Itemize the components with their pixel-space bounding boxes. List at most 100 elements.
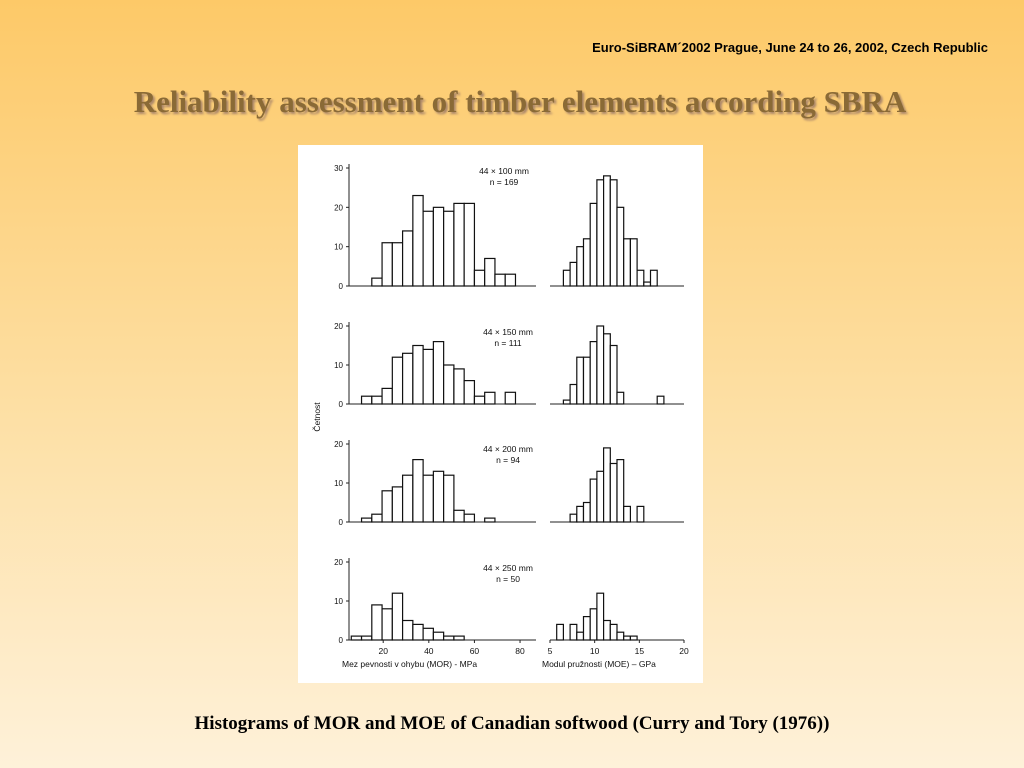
mor-bar xyxy=(453,368,465,405)
mor-bar xyxy=(360,395,373,405)
mor-bar xyxy=(453,635,465,641)
y-tick-label: 0 xyxy=(339,282,344,291)
conference-header: Euro-SiBRAM´2002 Prague, June 24 to 26, … xyxy=(592,40,988,55)
y-axis-title: Četnost xyxy=(312,402,322,432)
moe-bar xyxy=(636,269,645,287)
mor-bar xyxy=(432,206,445,287)
mor-bar xyxy=(463,513,476,523)
mor-bar xyxy=(473,269,486,287)
mor-bar xyxy=(401,352,414,405)
n-label: n = 50 xyxy=(496,574,520,584)
mor-bar xyxy=(504,273,517,287)
mor-bar xyxy=(401,230,414,287)
mor-bar xyxy=(463,380,476,405)
moe-bar xyxy=(609,462,618,523)
mor-bar xyxy=(391,592,404,641)
mor-bar xyxy=(443,635,455,641)
moe-bar xyxy=(589,608,598,641)
moe-bar xyxy=(596,592,605,641)
mor-bar xyxy=(391,356,404,405)
moe-x-tick-label: 10 xyxy=(590,646,600,656)
mor-x-tick-label: 60 xyxy=(470,646,480,656)
moe-bar xyxy=(603,619,611,641)
mor-bar xyxy=(453,202,465,287)
moe-bar xyxy=(569,623,578,641)
mor-bar xyxy=(484,391,496,405)
mor-bar xyxy=(412,623,424,641)
moe-bar xyxy=(603,175,611,287)
moe-bar xyxy=(562,269,571,287)
mor-bar xyxy=(371,277,383,287)
moe-bar xyxy=(609,623,618,641)
mor-bar xyxy=(381,387,393,405)
mor-bar xyxy=(453,509,465,523)
moe-bar xyxy=(616,206,625,287)
moe-bar xyxy=(596,179,605,287)
figure-caption: Histograms of MOR and MOE of Canadian so… xyxy=(194,713,830,734)
mor-bar xyxy=(432,631,445,641)
moe-bar xyxy=(623,635,632,641)
moe-bar xyxy=(629,635,638,641)
mor-bar xyxy=(381,242,393,287)
moe-x-tick-label: 20 xyxy=(679,646,689,656)
moe-x-tick-label: 5 xyxy=(548,646,553,656)
mor-bar xyxy=(371,604,383,641)
y-tick-label: 0 xyxy=(339,636,344,645)
mor-bar xyxy=(391,486,404,523)
mor-bar xyxy=(381,608,393,641)
size-label: 44 × 150 mm xyxy=(483,327,533,337)
moe-bar xyxy=(603,447,611,523)
moe-bar xyxy=(643,281,652,287)
mor-x-tick-label: 20 xyxy=(378,646,388,656)
mor-bar xyxy=(422,627,434,641)
mor-bar xyxy=(401,474,414,523)
y-tick-label: 10 xyxy=(334,361,343,370)
y-tick-label: 10 xyxy=(334,479,343,488)
moe-bar xyxy=(623,238,632,287)
moe-bar xyxy=(582,238,591,287)
mor-bar xyxy=(381,490,393,523)
mor-bar xyxy=(422,474,434,523)
mor-bar xyxy=(371,513,383,523)
mor-bar xyxy=(443,210,455,287)
y-tick-label: 20 xyxy=(334,558,343,567)
moe-bar xyxy=(609,344,618,405)
moe-axis-title: Modul pružnosti (MOE) – GPa xyxy=(542,659,656,669)
mor-bar xyxy=(422,348,434,405)
mor-bar xyxy=(360,635,373,641)
mor-bar xyxy=(504,391,517,405)
mor-x-tick-label: 80 xyxy=(515,646,525,656)
moe-bar xyxy=(629,238,638,287)
n-label: n = 94 xyxy=(496,455,520,465)
mor-bar xyxy=(371,395,383,405)
mor-bar xyxy=(412,194,424,287)
mor-bar xyxy=(443,364,455,405)
moe-bar xyxy=(656,395,665,405)
histogram-figure: 0 10 20 30 44 × 100 mm n = 169 0 10 20 44 × 150 m… xyxy=(298,145,703,683)
size-label: 44 × 250 mm xyxy=(483,563,533,573)
histogram-chart: 0 10 20 30 44 × 100 mmn = 169 0 10 20 44 × 150 m… xyxy=(312,164,689,669)
mor-bar xyxy=(473,395,486,405)
moe-bar xyxy=(569,261,578,287)
moe-bar xyxy=(616,391,625,405)
slide-title: Reliability assessment of timber element… xyxy=(133,84,907,119)
y-tick-label: 10 xyxy=(334,597,343,606)
mor-bar xyxy=(494,273,506,287)
moe-bar xyxy=(603,333,611,405)
moe-bar xyxy=(649,269,658,287)
size-label: 44 × 200 mm xyxy=(483,444,533,454)
n-label: n = 169 xyxy=(490,177,519,187)
moe-bar xyxy=(596,470,605,523)
moe-x-tick-label: 15 xyxy=(635,646,645,656)
size-label: 44 × 100 mm xyxy=(479,166,529,176)
moe-bar xyxy=(576,631,585,641)
mor-bar xyxy=(412,344,424,405)
y-tick-label: 30 xyxy=(334,164,343,173)
moe-bar xyxy=(609,179,618,287)
moe-bar xyxy=(576,505,585,523)
mor-bar xyxy=(484,257,496,287)
mor-bar xyxy=(401,619,414,641)
moe-bar xyxy=(576,356,585,405)
mor-bar xyxy=(484,517,496,523)
mor-axis-title: Mez pevnosti v ohybu (MOR) - MPa xyxy=(342,659,477,669)
